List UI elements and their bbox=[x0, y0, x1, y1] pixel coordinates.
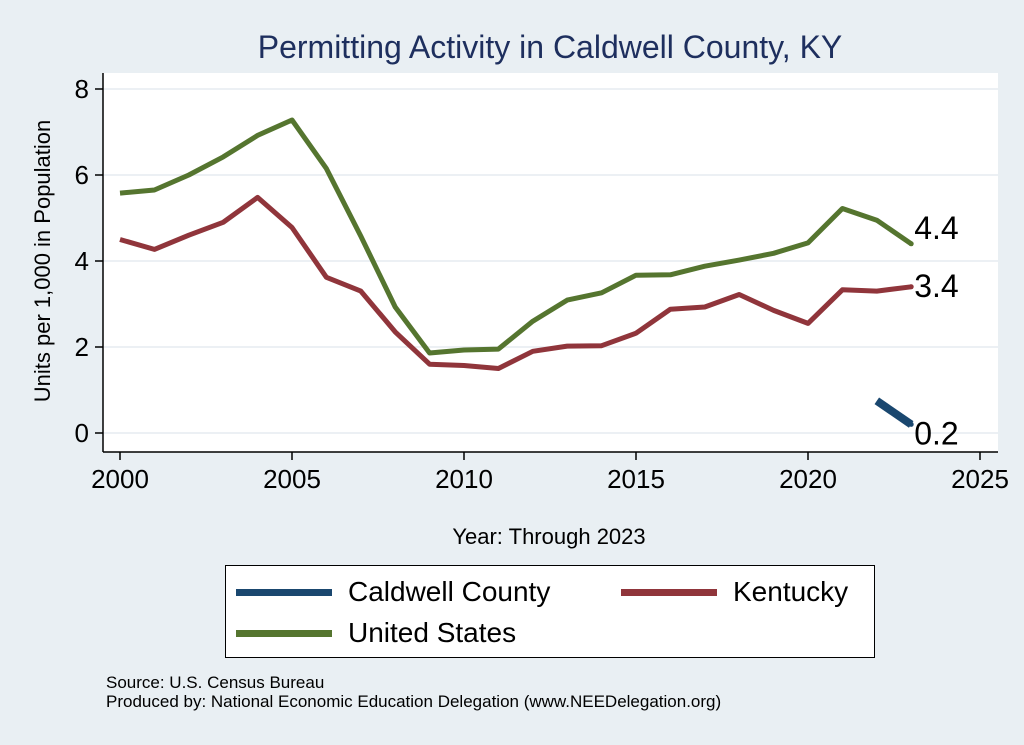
x-axis-title: Year: Through 2023 bbox=[452, 524, 645, 549]
legend-label-kentucky: Kentucky bbox=[733, 576, 849, 607]
y-tick-label: 6 bbox=[75, 160, 89, 190]
y-tick-label: 8 bbox=[75, 74, 89, 104]
series-lines bbox=[119, 117, 914, 428]
series-end-marker-kentucky bbox=[908, 284, 914, 290]
y-tick-label: 4 bbox=[75, 246, 89, 276]
source-note: Source: U.S. Census Bureau bbox=[106, 673, 325, 692]
axes: 0 2 4 6 8 2000 2005 2010 2015 2020 2025 bbox=[75, 73, 1009, 494]
legend-item-us: United States bbox=[236, 617, 516, 649]
y-tick-label: 2 bbox=[75, 332, 89, 362]
legend-swatch-kentucky bbox=[621, 588, 717, 596]
legend-swatch-caldwell bbox=[236, 588, 332, 596]
legend-label-caldwell: Caldwell County bbox=[348, 576, 551, 607]
end-label-kentucky: 3.4 bbox=[914, 268, 958, 304]
y-tick-label: 0 bbox=[75, 418, 89, 448]
legend-item-kentucky: Kentucky bbox=[621, 576, 848, 608]
y-axis-title: Units per 1,000 in Population bbox=[30, 120, 55, 403]
x-tick-label: 2005 bbox=[263, 464, 321, 494]
footer: Source: U.S. Census Bureau Produced by: … bbox=[106, 673, 721, 711]
series-line-kentucky bbox=[119, 194, 912, 371]
plot-region bbox=[103, 73, 998, 452]
gridlines bbox=[103, 88, 998, 434]
legend-swatch-us bbox=[236, 629, 332, 637]
x-tick-label: 2020 bbox=[779, 464, 837, 494]
x-tick-label: 2015 bbox=[607, 464, 665, 494]
end-label-united-states: 4.4 bbox=[914, 210, 958, 246]
x-tick-label: 2010 bbox=[435, 464, 493, 494]
series-end-marker-united-states bbox=[908, 241, 914, 247]
x-tick-label: 2025 bbox=[951, 464, 1009, 494]
legend: Caldwell County Kentucky United States bbox=[225, 565, 875, 658]
end-labels: 0.2 3.4 4.4 bbox=[914, 210, 958, 452]
legend-label-us: United States bbox=[348, 617, 517, 648]
legend-item-caldwell: Caldwell County bbox=[236, 576, 550, 608]
end-label-caldwell-county: 0.2 bbox=[914, 415, 958, 451]
series-line-caldwell-county bbox=[874, 397, 914, 428]
series-line-united-states bbox=[119, 117, 913, 356]
produced-note: Produced by: National Economic Education… bbox=[106, 692, 722, 711]
chart-title: Permitting Activity in Caldwell County, … bbox=[258, 29, 843, 65]
x-tick-label: 2000 bbox=[91, 464, 149, 494]
series-end-marker-caldwell-county bbox=[908, 421, 914, 427]
